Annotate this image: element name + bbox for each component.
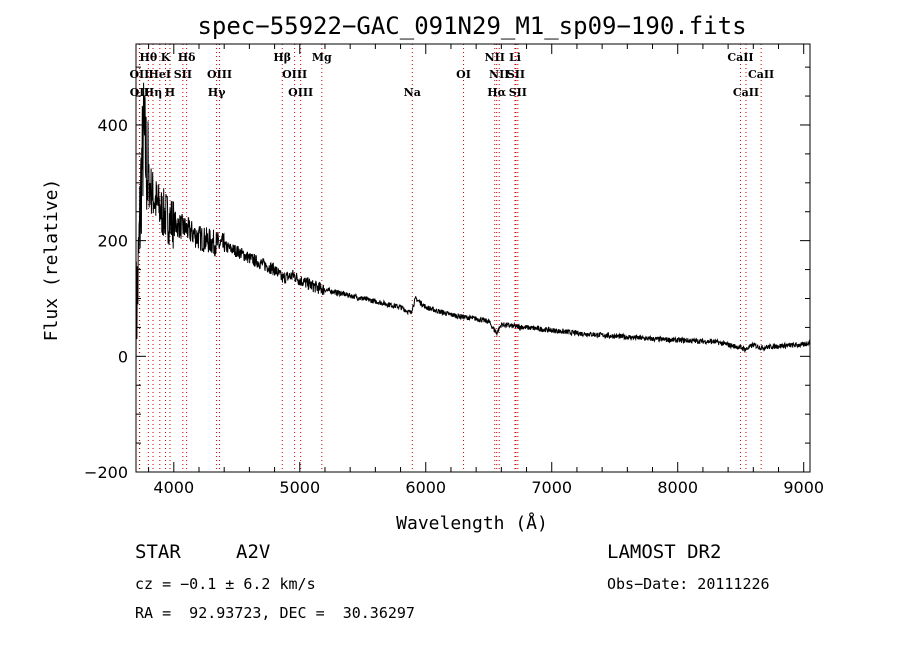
x-tick-label: 7000: [531, 478, 572, 497]
coordinates-text: RA = 92.93723, DEC = 30.36297: [135, 604, 415, 622]
redshift-text: cz = −0.1 ± 6.2 km/s: [135, 575, 316, 593]
line-label: Li: [509, 51, 521, 64]
x-tick-label: 6000: [405, 478, 446, 497]
line-label: Hη: [144, 86, 162, 99]
chart-title: spec−55922−GAC_091N29_M1_sp09−190.fits: [197, 12, 746, 40]
line-label: HeI: [149, 68, 172, 81]
x-axis-label: Wavelength (Å): [396, 512, 548, 534]
line-label: K: [161, 51, 171, 64]
y-tick-label: 0: [118, 347, 128, 366]
spectrum-line: [135, 82, 811, 386]
line-label: OIII: [288, 86, 313, 99]
line-label: Hθ: [139, 51, 157, 64]
y-tick-label: −200: [84, 463, 128, 482]
line-label: Mg: [312, 51, 332, 64]
line-label: Hα: [487, 86, 506, 99]
line-label: Hβ: [273, 51, 291, 64]
y-axis-label: Flux (relative): [41, 179, 62, 342]
axis-ticks: 4000 5000 6000 7000 8000 9000 −200 0 200 400: [84, 44, 824, 497]
x-tick-label: 8000: [657, 478, 698, 497]
plot-frame: [135, 43, 811, 473]
object-class: STAR: [135, 541, 181, 563]
object-subclass: A2V: [236, 541, 271, 563]
line-label: CaII: [733, 86, 759, 99]
line-label: SII: [174, 68, 192, 81]
line-label: OIII: [282, 68, 307, 81]
line-label: CaII: [727, 51, 753, 64]
x-tick-label: 5000: [279, 478, 320, 497]
line-label: Hδ: [178, 51, 196, 64]
line-label: SII: [507, 68, 525, 81]
line-label: NII: [489, 68, 509, 81]
line-label: OI: [456, 68, 471, 81]
x-tick-label: 9000: [783, 478, 824, 497]
line-label: CaII: [748, 68, 774, 81]
y-tick-label: 200: [97, 232, 128, 251]
line-label: H: [165, 86, 175, 99]
line-label: Hγ: [208, 86, 226, 99]
line-label: OII: [129, 68, 149, 81]
line-label: Na: [404, 86, 421, 99]
survey-name: LAMOST DR2: [607, 541, 722, 563]
line-label: OIII: [207, 68, 232, 81]
line-label: NII: [485, 51, 505, 64]
line-label: SII: [509, 86, 527, 99]
spectral-line-markers: [138, 44, 762, 472]
y-tick-label: 400: [97, 116, 128, 135]
x-tick-label: 4000: [153, 478, 194, 497]
obs-date-text: Obs−Date: 20111226: [607, 575, 770, 593]
